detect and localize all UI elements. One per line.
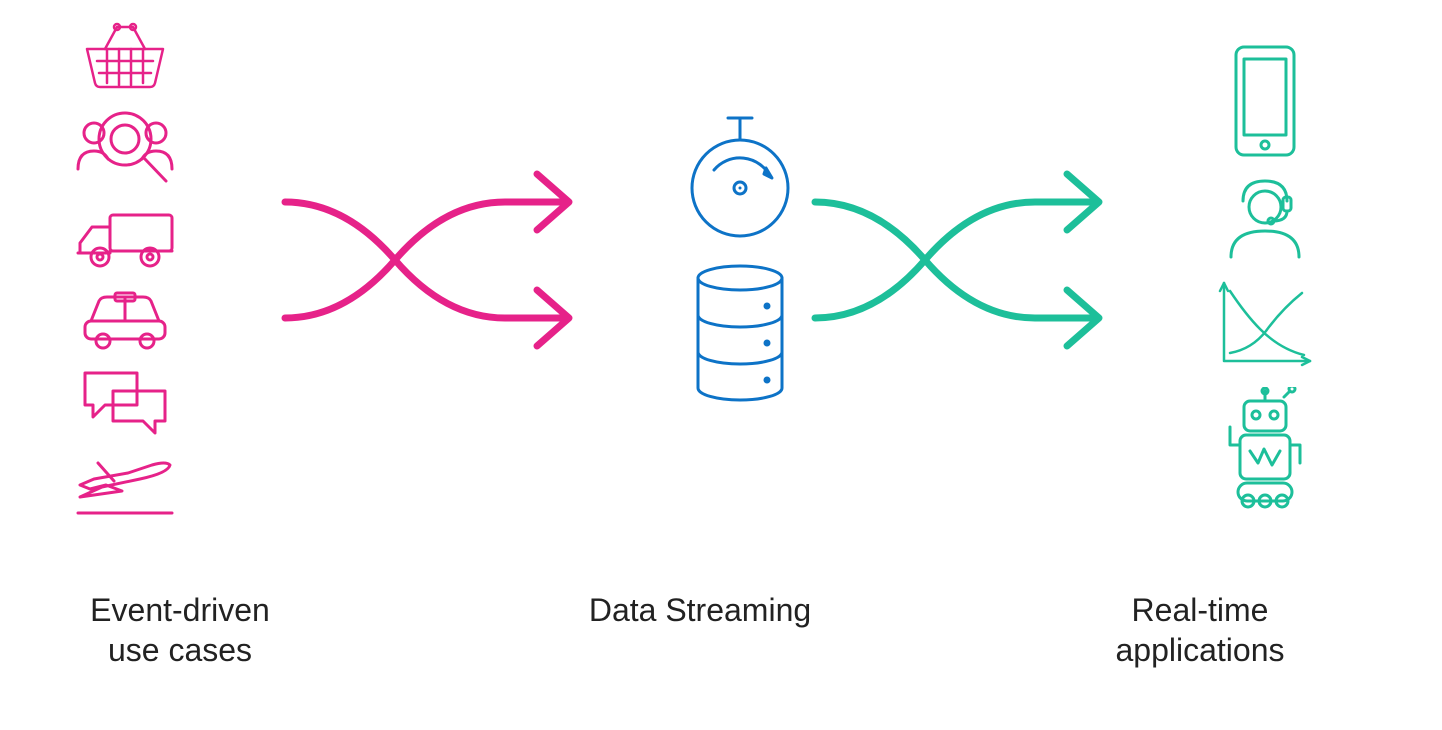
left-label: Event-drivenuse cases xyxy=(40,590,320,670)
right-column xyxy=(1210,35,1320,523)
right-label: Real-timeapplications xyxy=(1040,590,1360,670)
robot-icon xyxy=(1210,387,1320,517)
phone-icon xyxy=(1226,41,1304,161)
basket-icon xyxy=(77,21,173,91)
car-icon xyxy=(77,287,173,353)
people-search-icon xyxy=(70,103,180,191)
connector-left-to-center xyxy=(275,130,605,390)
left-column xyxy=(70,15,180,527)
stopwatch-icon xyxy=(680,106,800,246)
center-label: Data Streaming xyxy=(540,590,860,630)
chat-icon xyxy=(77,365,173,439)
database-icon xyxy=(685,260,795,410)
line-chart-icon xyxy=(1210,275,1320,375)
connector-center-to-right xyxy=(805,130,1135,390)
agent-headset-icon xyxy=(1215,173,1315,263)
center-column xyxy=(680,100,800,416)
truck-icon xyxy=(70,203,180,275)
plane-icon xyxy=(70,451,180,521)
